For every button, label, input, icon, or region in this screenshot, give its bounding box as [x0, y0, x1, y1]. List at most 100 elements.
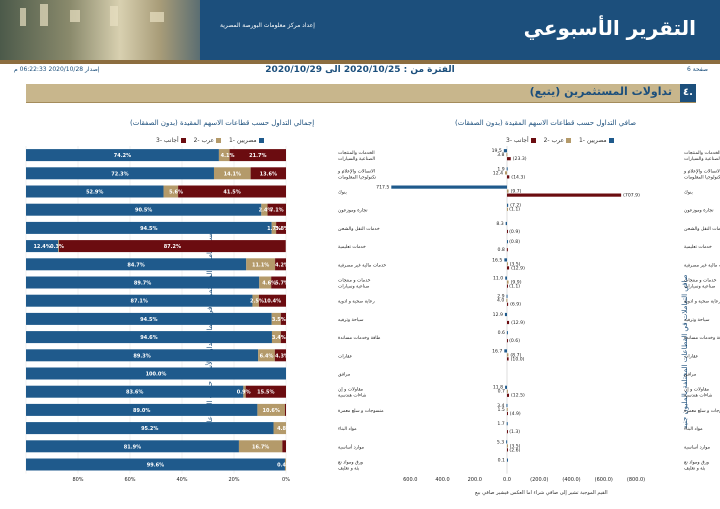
left-bar-label: 89.7%	[134, 281, 151, 287]
left-bar-foreign	[245, 385, 286, 398]
page-number: صفحة 6	[687, 66, 708, 73]
left-bar-arab	[243, 385, 246, 398]
left-bar-arab	[273, 422, 286, 435]
right-bar-label: (1.3)	[509, 429, 520, 435]
left-bar-label: 21.7%	[249, 153, 266, 159]
right-bar-foreign	[507, 157, 511, 161]
right-bar-label: 1.9	[497, 166, 504, 172]
right-bar-arab	[507, 262, 508, 266]
left-bar-label: 2.5%	[250, 299, 264, 305]
left-bar-egyptian	[26, 385, 244, 398]
left-sector-label: شاءات هندسية	[338, 394, 367, 399]
left-bar-foreign	[250, 167, 286, 180]
left-bar-label: 89.3%	[133, 353, 150, 359]
right-sector-label: رعاية صحية و ادوية	[684, 300, 720, 305]
right-bar-label: 19.5	[492, 148, 502, 154]
legend-foreign: أجانب -3	[506, 137, 536, 144]
right-sector-label: ورق ومواد تع	[684, 460, 709, 466]
left-bar-arab	[238, 440, 283, 453]
right-bar-arab	[506, 153, 508, 157]
right-bar-label: 12.9	[493, 312, 503, 318]
left-bar-arab	[213, 167, 251, 180]
right-bar-egyptian	[505, 221, 507, 226]
left-bar-arab	[271, 312, 281, 325]
left-bar-label: 4.1%	[221, 153, 235, 159]
right-bar-label: 5.3	[497, 439, 504, 445]
right-chart-legend: مصريين -1 عرب -2 أجانب -3	[500, 137, 614, 144]
right-bar-label: 3.8	[497, 152, 504, 158]
left-bar-arab	[284, 458, 286, 471]
left-bar-foreign	[274, 349, 286, 362]
right-bar-arab	[505, 171, 507, 175]
left-bar-arab	[261, 203, 268, 216]
right-bar-arab	[507, 280, 509, 284]
left-bar-label: 84.7%	[127, 262, 144, 268]
left-sector-label: مواد البناء	[338, 427, 357, 432]
right-bar-egyptian	[507, 203, 509, 207]
right-bar-label: (3.5)	[510, 261, 521, 267]
right-chart-note: القيم الموجبة تشير إلى صافي شراء اما الع…	[475, 490, 608, 496]
right-sector-label: خدمات تعليمية	[684, 245, 712, 250]
left-bar-label: 4.2%	[275, 262, 289, 268]
right-bar-label: 0.6	[498, 330, 505, 336]
left-bar-egyptian	[26, 221, 272, 234]
left-bar-foreign	[258, 294, 286, 307]
right-bar-label: (9.9)	[511, 280, 522, 286]
right-x-tick: (600.0)	[595, 477, 613, 483]
right-bar-egyptian	[506, 403, 508, 408]
left-bar-label: 7.1%	[270, 208, 284, 214]
right-bar-arab	[506, 298, 508, 302]
right-bar-label: 12.4	[493, 170, 503, 176]
right-bar-foreign	[507, 302, 509, 306]
left-bar-label: 13.6%	[260, 171, 277, 177]
left-bar-label: 1.7%	[267, 226, 281, 232]
left-bar-label: 0.3%	[50, 244, 64, 250]
right-bar-foreign	[507, 430, 508, 434]
left-chart-title: إجمالي التداول حسب قطاعات الاسهم المقيدة…	[130, 119, 315, 127]
left-x-tick: 40%	[176, 477, 187, 483]
right-bar-label: 11.0	[493, 276, 503, 282]
right-bar-label: (0.8)	[509, 239, 520, 245]
right-bar-label: (0.9)	[509, 229, 520, 235]
right-bar-label: (12.5)	[511, 393, 525, 399]
right-bar-arab	[507, 444, 508, 448]
left-chart-legend: مصريين -1 عرب -2 أجانب -3	[150, 137, 264, 144]
left-bar-arab	[271, 331, 281, 344]
left-x-tick: 20%	[228, 477, 239, 483]
legend-egyptian: مصريين -1	[229, 137, 264, 144]
left-sector-label: خدمات النقل والشحن	[338, 227, 380, 232]
left-bar-egyptian	[26, 258, 247, 271]
left-bar-egyptian	[26, 167, 214, 180]
left-sector-label: رعاية صحية و ادوية	[338, 300, 375, 305]
left-bar-label: 5.7%	[275, 281, 289, 287]
right-sector-label: طاقة وخدمات مساندة	[684, 336, 720, 341]
left-sector-label: الاتصالات والإعلام و	[337, 169, 375, 174]
right-sector-label: شاءات هندسية	[684, 394, 713, 399]
left-sector-label: منسوجات و سلع معمرة	[338, 409, 384, 414]
left-bar-egyptian	[26, 185, 164, 198]
right-sector-label: سياحة وترفيه	[684, 318, 710, 323]
right-sector-label: الاتصالات والإعلام و	[683, 169, 720, 174]
right-sector-label: الصناعية والسيارات	[684, 157, 720, 162]
left-sector-label: طاقة وخدمات مساندة	[338, 336, 381, 341]
left-sector-label: موارد أساسية	[338, 443, 365, 450]
right-bar-label: (23.3)	[513, 156, 527, 162]
right-x-tick: (200.0)	[530, 477, 548, 483]
right-x-tick: (400.0)	[562, 477, 580, 483]
left-bar-label: 11.1%	[252, 262, 269, 268]
left-bar-egyptian	[26, 367, 286, 380]
right-bar-egyptian	[505, 276, 507, 280]
left-bar-label: 94.5%	[140, 226, 157, 232]
left-bar-label: 4.6%	[262, 281, 276, 287]
right-bar-arab	[507, 189, 509, 193]
right-bar-egyptian	[391, 185, 507, 189]
left-bar-label: 10.6%	[263, 408, 280, 414]
left-bar-foreign	[284, 403, 286, 416]
right-bar-label: (12.9)	[511, 265, 525, 271]
left-sector-label: الصناعية والسيارات	[338, 157, 375, 162]
left-bar-label: 2.4%	[259, 208, 273, 214]
left-bar-label: 99.6%	[147, 463, 164, 469]
left-bar-foreign	[59, 240, 286, 253]
right-bar-egyptian	[506, 440, 508, 444]
right-bar-label: 1.7	[497, 421, 504, 427]
